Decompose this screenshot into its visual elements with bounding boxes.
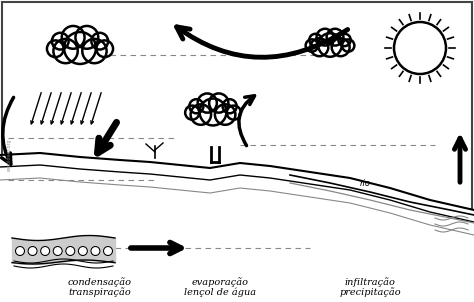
Circle shape: [191, 104, 211, 125]
Circle shape: [189, 99, 203, 113]
Circle shape: [185, 106, 199, 120]
Text: condensação: condensação: [68, 277, 132, 287]
Circle shape: [53, 246, 62, 255]
Circle shape: [317, 29, 333, 46]
Circle shape: [327, 29, 344, 46]
Circle shape: [223, 99, 237, 113]
Text: transpiração: transpiração: [69, 287, 131, 297]
Circle shape: [96, 40, 113, 57]
Circle shape: [47, 40, 64, 57]
Circle shape: [306, 39, 318, 52]
Circle shape: [200, 98, 227, 125]
FancyArrowPatch shape: [1, 97, 14, 164]
Circle shape: [66, 246, 75, 255]
Circle shape: [52, 33, 69, 50]
Circle shape: [41, 246, 50, 255]
Circle shape: [310, 38, 328, 56]
FancyArrowPatch shape: [239, 96, 255, 146]
Circle shape: [28, 246, 37, 255]
Text: precipitação: precipitação: [339, 287, 401, 297]
Circle shape: [91, 33, 108, 50]
Circle shape: [338, 34, 351, 46]
Circle shape: [54, 39, 78, 63]
Text: infiltração: infiltração: [345, 277, 395, 287]
Circle shape: [332, 38, 350, 56]
Circle shape: [318, 33, 342, 57]
FancyArrowPatch shape: [177, 27, 347, 57]
Circle shape: [16, 246, 25, 255]
Text: evaporação: evaporação: [191, 277, 248, 287]
Circle shape: [103, 246, 112, 255]
Circle shape: [394, 22, 446, 74]
Circle shape: [309, 34, 321, 46]
Circle shape: [82, 39, 107, 63]
Text: lençol de água: lençol de água: [184, 288, 256, 297]
Circle shape: [342, 39, 355, 52]
Circle shape: [215, 104, 236, 125]
Text: escolovar.org: escolovar.org: [7, 139, 11, 171]
Circle shape: [227, 106, 241, 120]
Circle shape: [198, 93, 217, 113]
Circle shape: [78, 246, 87, 255]
Text: rio: rio: [360, 179, 371, 188]
Circle shape: [62, 26, 84, 49]
Circle shape: [64, 32, 96, 64]
Circle shape: [91, 246, 100, 255]
Circle shape: [75, 26, 98, 49]
Circle shape: [209, 93, 228, 113]
